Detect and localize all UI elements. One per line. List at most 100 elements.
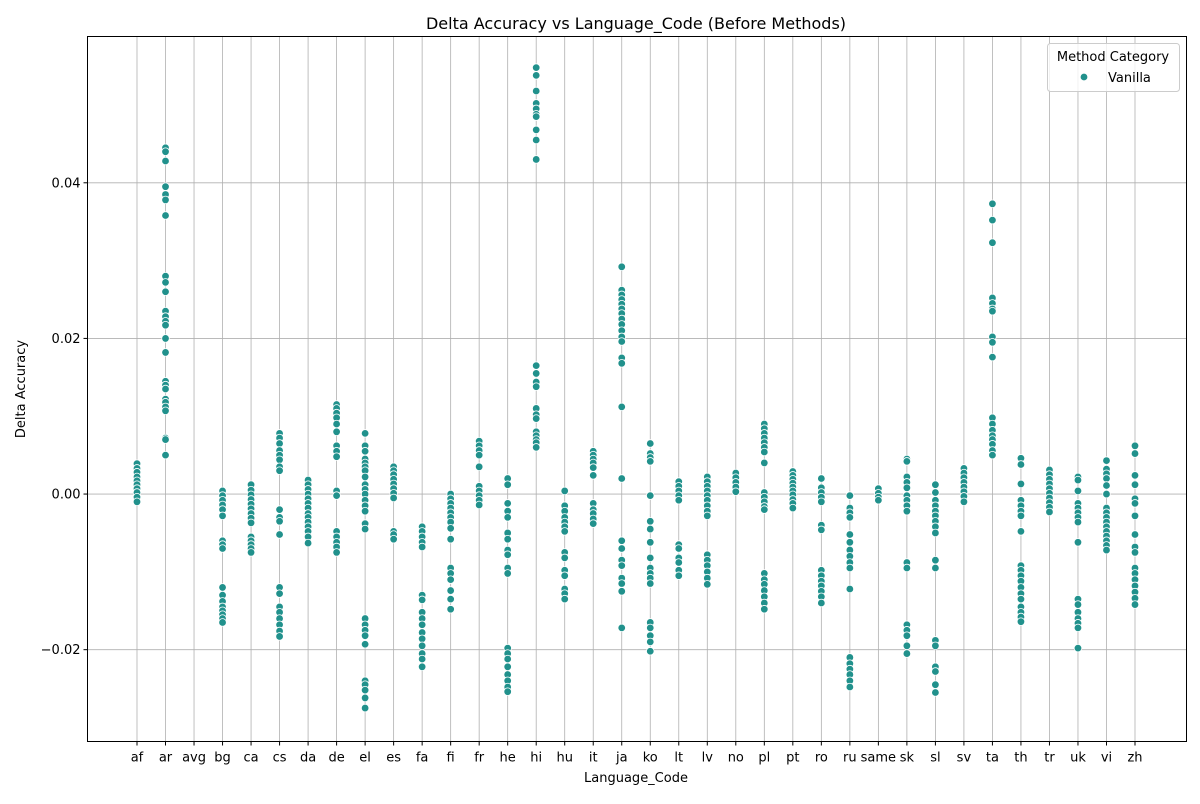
data-point-pt [788, 503, 798, 513]
data-point-ko [646, 647, 655, 656]
x-tick-label: bg [214, 751, 231, 766]
data-point-sk [902, 457, 912, 466]
data-point-sl [931, 528, 940, 538]
data-point-cs [275, 632, 284, 641]
data-point-bg [218, 618, 227, 627]
data-point-ru [845, 563, 855, 573]
data-point-sk [902, 641, 912, 650]
data-point-ta [988, 199, 997, 209]
data-point-el [360, 640, 370, 649]
data-point-el [360, 524, 370, 534]
data-point-he [503, 569, 512, 578]
data-point-no [731, 487, 740, 496]
data-point-el [360, 703, 370, 713]
data-point-ja [617, 544, 626, 553]
data-point-cs [275, 530, 284, 539]
data-point-fi [446, 605, 455, 614]
data-point-bg [218, 511, 227, 521]
data-point-sl [931, 667, 940, 676]
data-point-ru [845, 491, 855, 500]
data-point-vi [1102, 456, 1111, 465]
data-point-fa [417, 620, 427, 629]
data-point-ta [988, 238, 997, 247]
data-point-fr [474, 500, 484, 510]
data-point-cs [275, 589, 284, 598]
x-tick-label: no [728, 751, 744, 766]
x-tick-label: ru [843, 751, 857, 766]
x-tick-label: de [328, 751, 344, 766]
x-tick-label: same [861, 751, 896, 766]
data-point-fa [417, 662, 427, 671]
data-point-sl [931, 480, 940, 489]
data-point-sl [931, 555, 940, 565]
data-point-hi [532, 112, 541, 121]
data-point-de [332, 427, 341, 436]
data-point-he [503, 654, 512, 664]
data-point-hu [560, 594, 569, 604]
data-point-th [1016, 617, 1026, 626]
data-point-cs [275, 505, 284, 514]
data-point-ta [988, 450, 997, 460]
legend: Method Category Vanilla [1047, 43, 1180, 92]
data-point-ru [845, 530, 855, 539]
data-point-he [503, 534, 512, 544]
data-point-lv [703, 580, 712, 589]
data-point-fi [446, 586, 455, 595]
data-point-fa [417, 542, 427, 552]
data-point-fa [417, 641, 427, 650]
data-point-af [132, 497, 142, 507]
data-point-vi [1102, 545, 1111, 555]
data-point-same [874, 496, 883, 505]
legend-title: Method Category [1057, 50, 1170, 65]
data-point-fr [474, 462, 484, 472]
data-point-lt [674, 571, 683, 580]
x-tick-label: ta [986, 751, 999, 766]
data-point-hu [560, 527, 569, 536]
data-point-cs [275, 517, 284, 526]
data-point-ko [646, 579, 655, 588]
data-point-de [332, 419, 341, 429]
data-point-ja [617, 623, 626, 633]
data-point-ru [845, 513, 855, 522]
data-point-ar [161, 450, 170, 460]
data-point-zh [1130, 530, 1140, 539]
data-point-lt [674, 558, 683, 567]
x-tick-label: lv [702, 751, 714, 766]
data-point-el [360, 693, 370, 703]
data-point-it [589, 519, 598, 528]
data-point-el [360, 447, 370, 456]
data-point-ar [161, 156, 170, 166]
data-point-ja [617, 402, 626, 412]
data-point-ko [646, 517, 655, 526]
x-tick-label: he [500, 751, 516, 766]
data-point-hi [532, 414, 541, 423]
data-point-ja [617, 359, 626, 368]
x-tick-label: ar [159, 751, 173, 766]
data-point-he [503, 499, 512, 508]
x-tick-label: cs [273, 751, 287, 766]
data-point-fi [446, 575, 455, 584]
x-tick-label: pt [786, 751, 799, 766]
data-points [132, 63, 1140, 713]
data-point-ko [646, 524, 655, 534]
data-point-bg [218, 544, 227, 553]
x-tick-label: fr [474, 751, 485, 766]
x-tick-label: sk [900, 751, 915, 766]
data-point-th [1016, 479, 1026, 489]
data-point-sk [902, 631, 912, 640]
data-point-he [503, 687, 512, 696]
x-tick-label: sl [930, 751, 940, 766]
data-point-ja [617, 579, 626, 588]
data-point-ro [817, 525, 826, 535]
y-tick-label: −0.02 [41, 643, 81, 658]
data-point-hi [532, 155, 541, 164]
data-point-pl [760, 458, 769, 468]
x-tick-label: hu [556, 751, 572, 766]
data-point-ar [161, 320, 170, 330]
data-point-he [503, 480, 512, 489]
data-point-hu [560, 571, 569, 580]
x-tick-label: es [386, 751, 401, 766]
data-point-he [503, 662, 512, 671]
data-point-th [1016, 594, 1026, 604]
